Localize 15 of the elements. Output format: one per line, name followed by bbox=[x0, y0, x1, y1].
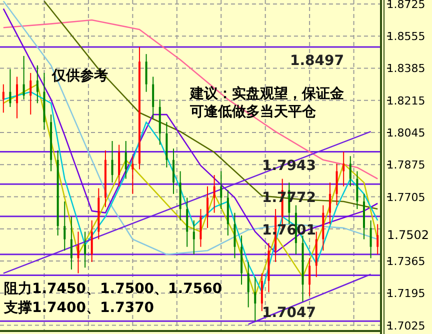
y-tick-label: 1.8385 bbox=[386, 62, 426, 76]
y-tick-label: 1.7705 bbox=[386, 190, 426, 204]
annotation: 阻力1.7450、1.7500、1.7560 bbox=[4, 281, 222, 297]
y-tick-label: 1.8725 bbox=[386, 0, 426, 11]
y-tick-label: 1.7195 bbox=[386, 287, 426, 300]
annotation: 支撑1.7400、1.7370 bbox=[3, 300, 154, 316]
y-tick-label: 1.8215 bbox=[386, 94, 426, 108]
y-tick-label: 1.7025 bbox=[386, 319, 426, 332]
y-tick-label: 1.7875 bbox=[386, 158, 426, 172]
y-tick-label: 1.8555 bbox=[386, 30, 426, 44]
text: 1.7502 bbox=[387, 228, 429, 242]
y-tick-label: 1.7365 bbox=[386, 255, 426, 268]
y-tick-label: 1.8045 bbox=[386, 126, 426, 140]
annotation: 建议：实盘观望，保证金可逢低做多当天平仓 bbox=[189, 85, 345, 120]
ref-line-label: 1.8497 bbox=[290, 53, 344, 70]
